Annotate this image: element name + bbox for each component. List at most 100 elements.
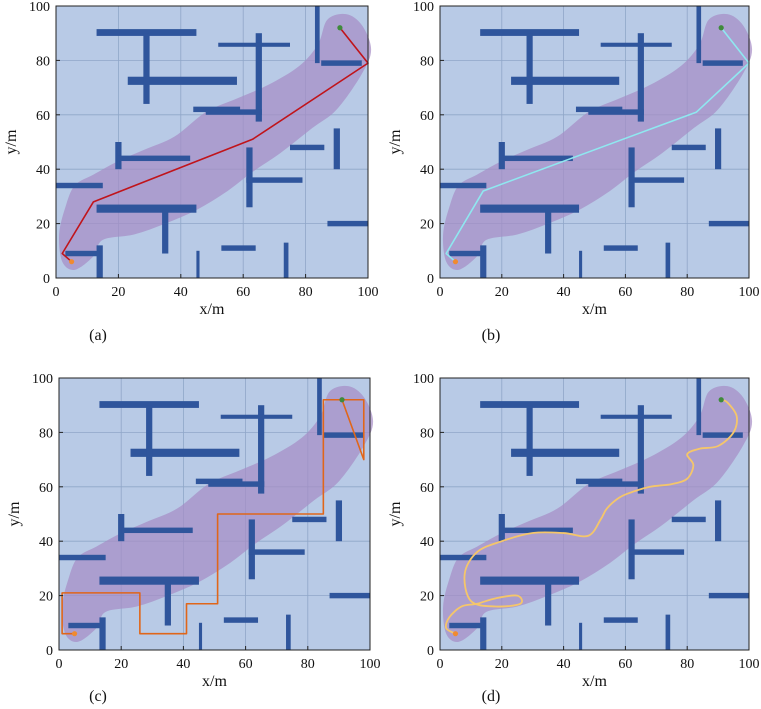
y-tick-label: 60 <box>36 109 50 124</box>
obstacle <box>480 617 487 650</box>
plot-frame <box>55 5 369 279</box>
x-tick-label: 80 <box>299 285 313 300</box>
obstacle <box>196 250 200 278</box>
obstacle <box>628 549 685 555</box>
obstacle <box>65 250 100 257</box>
obstacle <box>96 204 197 213</box>
obstacle <box>579 622 583 650</box>
x-tick-label: 60 <box>239 657 253 672</box>
obstacle <box>218 42 290 47</box>
x-tick-label: 20 <box>111 285 125 300</box>
x-tick-label: 80 <box>301 657 315 672</box>
panel-b: 0 20 40 60 80 100 0 20 40 60 80 100 x/m y/m (b) <box>387 0 760 344</box>
y-tick-label: 100 <box>32 372 53 387</box>
obstacle <box>99 576 199 585</box>
obstacle <box>56 182 103 189</box>
obstacle <box>637 405 644 494</box>
y-tick-label: 100 <box>413 372 434 387</box>
x-tick-label: 80 <box>680 285 694 300</box>
y-tick-label: 80 <box>36 54 50 69</box>
x-axis-label: x/m <box>202 673 227 690</box>
x-tick-label: 40 <box>174 285 188 300</box>
obstacle <box>526 33 533 104</box>
obstacle <box>255 33 262 122</box>
y-tick-label: 0 <box>427 644 434 659</box>
x-tick-label: 0 <box>56 657 63 672</box>
obstacle <box>127 76 237 85</box>
obstacle <box>449 250 484 257</box>
panel-caption: (b) <box>482 327 501 344</box>
obstacle <box>715 500 722 542</box>
x-axis-label: x/m <box>582 301 607 318</box>
y-tick-label: 80 <box>420 426 434 441</box>
goal-point <box>718 397 724 403</box>
x-tick-label: 100 <box>739 285 760 300</box>
obstacle <box>321 60 362 66</box>
obstacle <box>130 448 240 457</box>
goal-point <box>718 25 724 31</box>
obstacle <box>205 109 262 115</box>
obstacle <box>162 210 169 254</box>
obstacle <box>143 33 150 104</box>
obstacle <box>323 432 364 438</box>
obstacle <box>121 527 193 534</box>
obstacle <box>290 144 325 151</box>
x-tick-label: 60 <box>618 657 632 672</box>
start-point <box>69 259 75 265</box>
obstacle <box>286 614 291 650</box>
obstacle <box>440 182 487 189</box>
y-tick-label: 0 <box>43 272 50 287</box>
obstacle <box>671 516 706 523</box>
obstacle <box>600 42 672 47</box>
y-tick-label: 20 <box>420 590 434 605</box>
obstacle <box>283 242 289 278</box>
y-axis-label: y/m <box>6 501 23 526</box>
planned-path <box>61 398 365 635</box>
obstacle <box>314 6 320 64</box>
obstacle <box>511 448 620 457</box>
panel-caption: (d) <box>482 688 501 705</box>
obstacle <box>99 617 106 650</box>
obstacle <box>715 128 722 170</box>
obstacle <box>335 500 343 542</box>
obstacle <box>317 378 322 436</box>
x-tick-label: 80 <box>680 657 694 672</box>
plot-frame <box>58 377 371 651</box>
y-tick-label: 40 <box>420 535 434 550</box>
x-axis-label: x/m <box>582 673 607 690</box>
obstacle <box>59 554 106 561</box>
x-tick-label: 100 <box>360 657 381 672</box>
obstacle <box>665 242 671 278</box>
obstacle <box>579 250 583 278</box>
x-tick-label: 20 <box>114 657 128 672</box>
planned-path <box>445 27 750 263</box>
obstacle <box>702 432 743 438</box>
obstacle <box>511 76 620 85</box>
y-tick-label: 100 <box>413 0 434 15</box>
obstacle <box>665 614 671 650</box>
start-point <box>71 631 78 637</box>
obstacle <box>246 177 303 183</box>
plot-frame <box>439 5 750 279</box>
obstacle <box>223 617 259 623</box>
obstacle <box>545 210 552 254</box>
panel-caption: (a) <box>89 327 107 344</box>
obstacle <box>628 177 685 183</box>
obstacle <box>671 144 706 151</box>
x-tick-label: 100 <box>358 285 379 300</box>
y-tick-label: 20 <box>36 218 50 233</box>
x-tick-label: 40 <box>557 657 571 672</box>
obstacle <box>164 582 171 626</box>
obstacle <box>708 220 749 227</box>
obstacle <box>696 6 702 64</box>
y-tick-label: 80 <box>39 426 53 441</box>
x-tick-label: 20 <box>495 657 509 672</box>
y-tick-label: 40 <box>36 163 50 178</box>
y-tick-label: 20 <box>39 590 53 605</box>
x-tick-label: 0 <box>437 657 444 672</box>
obstacle <box>696 378 702 436</box>
obstacle <box>198 622 203 650</box>
obstacle <box>501 527 573 534</box>
y-tick-label: 60 <box>39 481 53 496</box>
obstacle <box>449 622 484 629</box>
